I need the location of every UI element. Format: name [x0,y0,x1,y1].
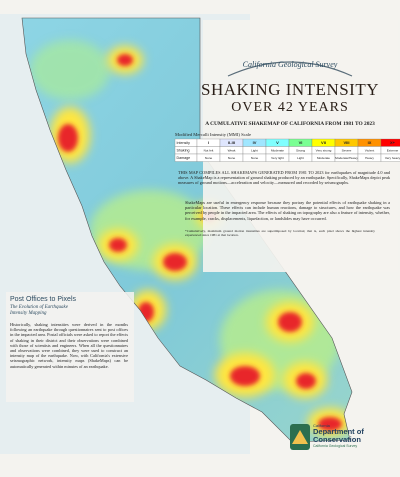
legend-cell-label: IX [368,140,372,145]
legend-row-label: Damage [177,156,191,160]
state-outline [21,17,353,443]
legend-title: Modified Mercalli Intensity (MMI) Scale [175,132,251,137]
mmi-legend: Modified Mercalli Intensity (MMI) ScaleI… [174,132,400,162]
legend-cell-label: Very light [271,156,284,160]
tagline: A CUMULATIVE SHAKEMAP OF CALIFORNIA FROM… [205,121,375,127]
legend-cell-label: Violent [365,148,375,152]
legend-cell-label: VI [299,140,303,145]
legend-cell-label: Moderate [271,148,284,152]
paragraph: THIS MAP COMPILES ALL SHAKEMAPS GENERATE… [178,170,390,186]
legend-cell-label: Severe [342,148,352,152]
legend-cell-label: None [228,156,236,160]
paragraph: ShakeMaps are useful in emergency respon… [185,200,390,221]
legend-cell-label: VIII [343,140,349,145]
legend-cell-label: Light [297,156,304,160]
sidebar-subtitle: The Evolution of Earthquake Intensity Ma… [10,305,68,316]
logo-line: California [313,423,330,428]
agency: California Geological Survey [242,60,338,69]
banner-arc [227,61,353,77]
legend-cell-label: V [276,140,279,145]
sidebar-panel [6,292,134,402]
legend-cell-label: None [205,156,213,160]
legend-cell [380,153,400,162]
logo-line: California Geological Survey [313,444,358,448]
note: *Cumulatively, maximum ground motion int… [185,229,375,237]
legend-cell-label: Very heavy [385,156,400,160]
legend-cell-label: None [251,156,259,160]
legend-cell-label: X+ [390,140,396,145]
legend-cell-label: I [208,140,209,145]
title: SHAKING INTENSITY [200,80,379,99]
legend-cell-label: Moderate [317,156,330,160]
legend-row-label: Shaking [177,149,190,153]
legend-cell-label: Moderate/Heavy [335,156,358,160]
logo-mark [290,424,310,450]
legend-cell-label: II-III [228,140,235,145]
logo-line: Department of [313,427,364,436]
legend-row-label: Intensity [177,141,191,145]
subtitle: OVER 42 YEARS [231,100,349,115]
legend-cell-label: VII [321,140,326,145]
legend-cell-label: Heavy [365,156,374,160]
sidebar-title: Post Offices to Pixels [10,296,77,303]
legend-cell-label: Weak [228,148,236,152]
legend-cell-label: IV [253,140,257,145]
logo: California Department of Conservation Ca… [313,423,364,448]
logo-line: Conservation [313,435,361,444]
legend-cell-label: Strong [296,148,305,152]
legend-cell-label: Not felt [204,148,214,152]
legend-cell-label: Very strong [316,148,332,152]
legend-cell-label: Extreme [387,148,399,152]
sidebar-text: Historically, shaking intensities were d… [10,322,128,369]
legend-cell-label: Light [251,148,258,152]
